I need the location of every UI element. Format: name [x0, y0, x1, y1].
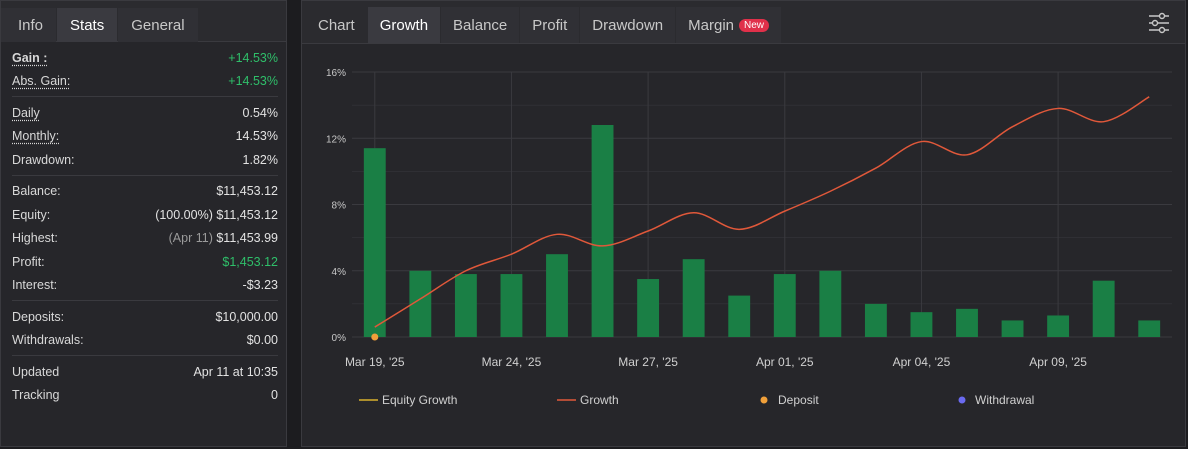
abs-gain-value: +14.53% [228, 74, 278, 89]
growth-bar[interactable] [956, 308, 978, 337]
legend-growth[interactable]: Growth [580, 393, 619, 407]
growth-bar[interactable] [728, 295, 751, 337]
growth-bar[interactable] [363, 148, 386, 337]
equity-percent: (100.00%) [155, 207, 213, 222]
tab-margin-label: Margin [688, 16, 735, 34]
x-tick-label: Mar 19, '25 [345, 355, 405, 369]
growth-bar[interactable] [819, 270, 842, 337]
highest-date: (Apr 11) [168, 231, 213, 246]
settings-sliders-icon[interactable] [1147, 11, 1171, 35]
chart-legend: Equity Growth Growth Deposit Withdrawal [359, 393, 1034, 407]
y-tick-label: 16% [326, 68, 346, 79]
left-tabbar: Info Stats General [1, 1, 286, 42]
withdrawals-value: $0.00 [246, 333, 278, 348]
balance-value: $11,453.12 [216, 184, 278, 199]
x-tick-label: Mar 24, '25 [482, 355, 542, 369]
growth-bar[interactable] [500, 274, 523, 337]
daily-value: 0.54% [242, 105, 278, 120]
x-tick-label: Mar 27, '25 [618, 355, 678, 369]
deposit-marker [371, 333, 379, 341]
updated-value: Apr 11 at 10:35 [193, 364, 278, 379]
daily-label[interactable]: Daily [12, 105, 40, 120]
monthly-label[interactable]: Monthly: [12, 129, 60, 144]
tab-chart: Chart [318, 16, 355, 34]
legend-withdrawal-dot [958, 396, 966, 404]
y-tick-label: 4% [332, 267, 347, 278]
tab-info[interactable]: Info [1, 8, 57, 42]
growth-bar[interactable] [454, 274, 477, 337]
legend-deposit[interactable]: Deposit [778, 393, 819, 407]
growth-bar[interactable] [1047, 315, 1070, 337]
growth-chart: 16% 12% 8% 4% 0% Mar 19, '25 Mar 24, '25 Mar 2… [326, 68, 1172, 407]
chart-panel: Chart Growth Balance Profit Drawdown Mar… [301, 0, 1186, 447]
meta-group: Updated Apr 11 at 10:35 Tracking 0 [12, 356, 278, 410]
growth-bar[interactable] [1092, 280, 1115, 337]
legend-equity-growth[interactable]: Equity Growth [382, 393, 457, 407]
profit-label: Profit: [12, 254, 45, 269]
tab-balance[interactable]: Balance [441, 7, 520, 43]
x-tick-label: Apr 01, '25 [756, 355, 814, 369]
drawdown-label: Drawdown: [12, 152, 75, 167]
updated-label: Updated [12, 364, 60, 379]
stats-panel: Info Stats General Gain : +14.53% Abs. Ga… [0, 0, 287, 447]
growth-bar[interactable] [682, 259, 705, 337]
chart-tabbar: Chart Growth Balance Profit Drawdown Mar… [302, 1, 1185, 44]
new-badge: New [739, 18, 770, 32]
deposit-group: Deposits: $10,000.00 Withdrawals: $0.00 [12, 301, 278, 356]
tracking-label: Tracking [12, 388, 60, 403]
tab-profit[interactable]: Profit [520, 7, 580, 43]
y-tick-label: 12% [326, 134, 346, 145]
rate-group: Daily 0.54% Monthly: 14.53% Drawdown: 1.82% [12, 97, 278, 176]
interest-value: -$3.23 [242, 278, 278, 293]
withdrawals-label: Withdrawals: [12, 333, 84, 348]
equity-label: Equity: [12, 207, 51, 222]
deposits-label: Deposits: [12, 309, 65, 324]
tab-stats[interactable]: Stats [57, 8, 118, 42]
growth-bar[interactable] [910, 312, 933, 337]
growth-bar[interactable] [591, 125, 614, 337]
equity-value: $11,453.12 [216, 207, 278, 222]
drawdown-value: 1.82% [242, 152, 278, 167]
x-tick-label: Apr 04, '25 [893, 355, 951, 369]
tab-growth[interactable]: Growth [367, 7, 441, 43]
profit-value: $1,453.12 [222, 254, 278, 269]
growth-bar[interactable] [864, 303, 887, 337]
growth-bar[interactable] [773, 274, 796, 337]
tab-general[interactable]: General [118, 8, 198, 42]
growth-bar[interactable] [409, 270, 432, 337]
gain-label[interactable]: Gain : [12, 50, 48, 65]
growth-bar[interactable] [546, 254, 568, 337]
growth-bar[interactable] [637, 279, 660, 337]
abs-gain-label[interactable]: Abs. Gain: [12, 74, 71, 89]
tab-margin[interactable]: Margin New [676, 7, 782, 43]
highest-label: Highest: [12, 231, 58, 246]
deposits-value: $10,000.00 [215, 309, 278, 324]
gain-value: +14.53% [228, 50, 278, 65]
growth-series-line [374, 96, 1150, 328]
interest-label: Interest: [12, 278, 58, 293]
y-tick-label: 0% [332, 333, 347, 344]
legend-withdrawal[interactable]: Withdrawal [975, 393, 1034, 407]
x-tick-label: Apr 09, '25 [1029, 355, 1087, 369]
legend-deposit-dot [760, 396, 768, 404]
monthly-value: 14.53% [235, 129, 278, 144]
highest-value: $11,453.99 [216, 231, 278, 246]
balance-label: Balance: [12, 184, 61, 199]
tracking-value: 0 [271, 388, 278, 403]
gain-group: Gain : +14.53% Abs. Gain: +14.53% [12, 42, 278, 97]
growth-bar[interactable] [1138, 320, 1161, 337]
tab-drawdown[interactable]: Drawdown [580, 7, 676, 43]
balance-group: Balance: $11,453.12 Equity: (100.00%) $11,… [12, 176, 278, 301]
y-tick-label: 8% [332, 201, 347, 212]
growth-bar[interactable] [1001, 320, 1024, 337]
